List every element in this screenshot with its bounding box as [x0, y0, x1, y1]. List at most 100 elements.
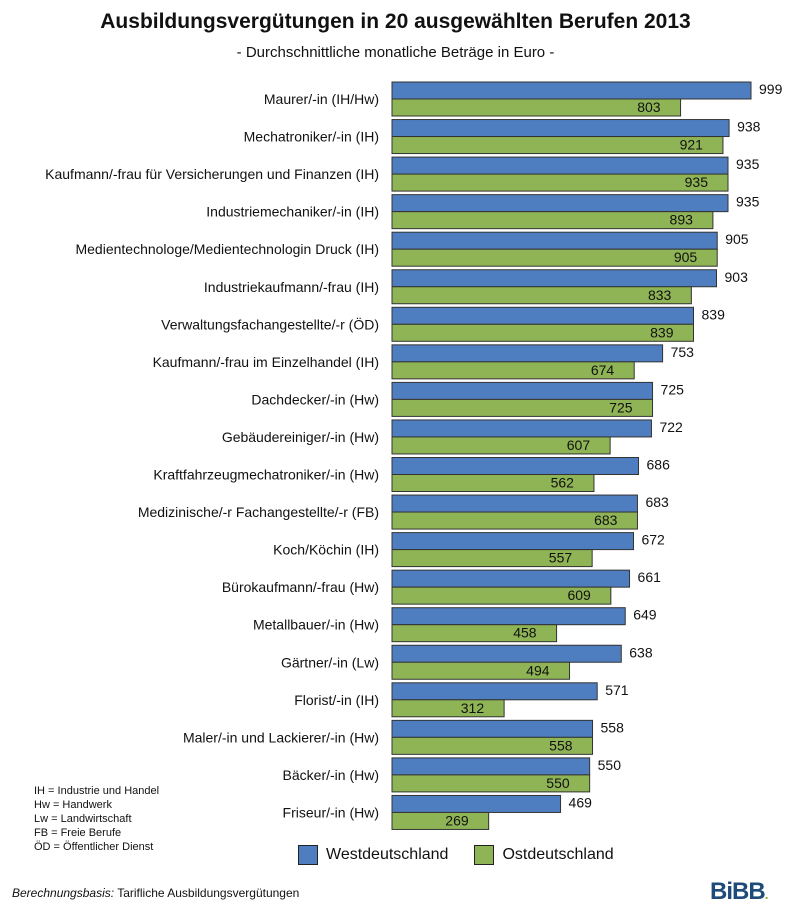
- value-label-west: 905: [725, 231, 749, 247]
- bar-east: [391, 774, 591, 793]
- bar-east: [391, 699, 505, 718]
- chart-subtitle: - Durchschnittliche monatliche Beträge i…: [236, 44, 555, 61]
- bibb-logo: BiBB.: [710, 878, 769, 906]
- value-label-west: 753: [671, 344, 695, 360]
- bar-east: [391, 811, 490, 830]
- category-label: Medientechnologe/Medientechnologin Druck…: [75, 241, 379, 257]
- bar-east: [391, 586, 612, 605]
- category-label: Industriemechaniker/-in (IH): [206, 204, 379, 220]
- bar-east: [391, 736, 594, 755]
- bar-west: [391, 194, 729, 213]
- value-label-east: 839: [650, 324, 674, 340]
- bar-west: [391, 757, 591, 776]
- category-label: Gebäudereiniger/-in (Hw): [222, 429, 379, 445]
- category-label: Mechatroniker/-in (IH): [244, 129, 379, 145]
- bar-west: [391, 381, 654, 400]
- bar-west: [391, 269, 718, 288]
- bar-east: [391, 98, 682, 117]
- value-label-east: 558: [549, 737, 573, 753]
- value-label-east: 550: [546, 775, 570, 791]
- bar-east: [391, 661, 571, 680]
- value-label-west: 938: [737, 119, 761, 135]
- bar-west: [391, 719, 594, 738]
- series-legend: Westdeutschland Ostdeutschland: [298, 845, 640, 865]
- value-label-east: 269: [445, 812, 469, 828]
- footer-note: Berechnungsbasis: Tarifliche Ausbildungs…: [12, 886, 299, 900]
- category-label: Dachdecker/-in (Hw): [251, 391, 379, 407]
- bar-east: [391, 361, 635, 380]
- category-label: Medizinische/-r Fachangestellte/-r (FB): [138, 504, 379, 520]
- category-label: Kaufmann/-frau für Versicherungen und Fi…: [45, 166, 379, 182]
- value-label-west: 649: [633, 607, 657, 623]
- value-label-west: 661: [638, 569, 662, 585]
- abbreviation-item: IH = Industrie und Handel: [34, 785, 160, 797]
- category-label: Florist/-in (IH): [294, 692, 379, 708]
- value-label-west: 903: [725, 269, 749, 285]
- value-label-east: 458: [513, 625, 537, 641]
- bar-west: [391, 644, 622, 663]
- category-label: Koch/Köchin (IH): [273, 542, 379, 558]
- legend-swatch-east: [474, 845, 495, 865]
- bar-east: [391, 248, 718, 267]
- value-label-west: 839: [702, 306, 726, 322]
- bar-west: [391, 344, 664, 363]
- bar-west: [391, 494, 638, 513]
- abbreviation-item: Lw = Landwirtschaft: [34, 813, 132, 825]
- bar-east: [391, 624, 558, 643]
- bar-east: [391, 286, 692, 305]
- value-label-east: 562: [551, 475, 575, 491]
- bar-west: [391, 682, 598, 701]
- chart-title: Ausbildungsvergütungen in 20 ausgewählte…: [100, 10, 691, 33]
- bar-east: [391, 398, 654, 417]
- footer-label: Berechnungsbasis:: [12, 886, 115, 900]
- abbreviation-item: Hw = Handwerk: [34, 799, 112, 811]
- value-label-east: 921: [680, 137, 704, 153]
- category-label: Bürokaufmann/-frau (Hw): [222, 579, 379, 595]
- legend-label-west: Westdeutschland: [326, 846, 449, 863]
- value-label-west: 550: [598, 757, 622, 773]
- category-label: Kaufmann/-frau im Einzelhandel (IH): [153, 354, 379, 370]
- value-label-east: 833: [648, 287, 672, 303]
- bar-west: [391, 119, 730, 138]
- logo-text: BiBB: [710, 878, 766, 905]
- bar-east: [391, 511, 638, 530]
- value-label-east: 893: [670, 212, 694, 228]
- legend-item-west: Westdeutschland: [298, 845, 448, 865]
- legend-swatch-west: [298, 845, 318, 865]
- bar-west: [391, 81, 752, 100]
- bar-west: [391, 569, 631, 588]
- bar-west: [391, 457, 640, 475]
- value-label-west: 558: [601, 719, 625, 735]
- value-label-west: 935: [736, 156, 760, 172]
- bar-west: [391, 156, 729, 175]
- abbreviation-item: ÖD = Öffentlicher Dienst: [34, 841, 154, 853]
- value-label-east: 803: [637, 99, 661, 115]
- value-label-east: 905: [674, 249, 698, 265]
- abbreviation-item: FB = Freie Berufe: [34, 827, 122, 839]
- bar-east: [391, 323, 695, 342]
- bar-west: [391, 532, 634, 551]
- abbreviation-legend: IH = Industrie und Handel Hw = Handwerk …: [34, 784, 159, 854]
- bar-west: [391, 306, 695, 325]
- category-label: Gärtner/-in (Lw): [281, 654, 379, 670]
- value-label-east: 557: [549, 550, 573, 566]
- category-label: Verwaltungsfachangestellte/-r (ÖD): [161, 315, 379, 332]
- value-label-west: 725: [661, 381, 685, 397]
- value-label-east: 607: [567, 437, 591, 453]
- value-label-west: 672: [641, 532, 665, 548]
- value-label-west: 469: [569, 794, 593, 810]
- value-label-west: 722: [659, 419, 683, 435]
- legend-label-east: Ostdeutschland: [502, 846, 614, 863]
- legend-item-east: Ostdeutschland: [474, 845, 614, 865]
- value-label-west: 638: [629, 644, 653, 660]
- value-label-east: 312: [461, 700, 485, 716]
- value-label-west: 935: [736, 194, 760, 210]
- bar-west: [391, 794, 562, 813]
- value-label-east: 683: [594, 512, 618, 528]
- value-label-east: 609: [567, 587, 591, 603]
- category-label: Maurer/-in (IH/Hw): [264, 91, 379, 107]
- bar-east: [391, 474, 595, 492]
- value-label-east: 674: [591, 362, 615, 378]
- value-label-west: 686: [647, 457, 671, 473]
